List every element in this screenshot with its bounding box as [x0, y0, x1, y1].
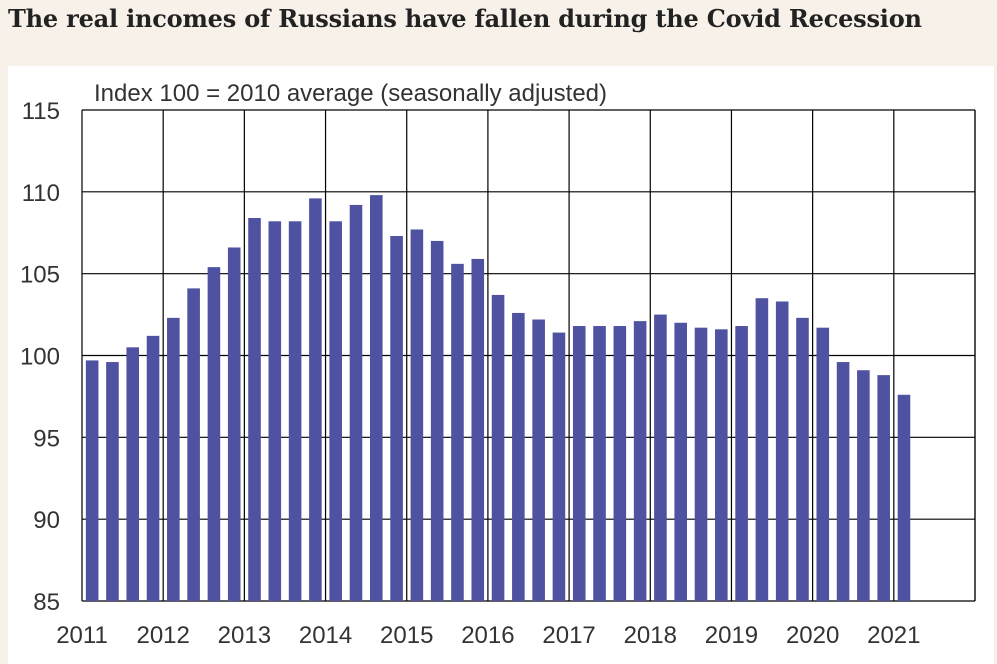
bar-2017-Q3 [613, 326, 627, 601]
bar-2012-Q1 [167, 317, 180, 601]
x-tick-label-2017: 2017 [542, 622, 595, 649]
bar-2015-Q1 [410, 229, 424, 601]
bar-2014-Q4 [390, 236, 403, 602]
bar-2013-Q2 [268, 221, 282, 601]
bar-2019-Q1 [735, 326, 748, 601]
bar-2021-Q1 [897, 394, 911, 601]
bar-2011-Q1 [85, 360, 99, 601]
bar-2017-Q2 [593, 326, 606, 601]
bar-2014-Q1 [329, 221, 342, 601]
chart-title: The real incomes of Russians have fallen… [8, 4, 922, 33]
bar-2016-Q1 [491, 294, 505, 601]
bar-2014-Q3 [369, 195, 383, 601]
bar-2013-Q4 [309, 198, 322, 601]
x-tick-label-2013: 2013 [218, 622, 271, 649]
bar-2018-Q1 [654, 314, 667, 601]
bar-2019-Q4 [796, 317, 809, 601]
bar-2017-Q1 [572, 326, 586, 601]
bar-2020-Q2 [836, 362, 850, 601]
y-tick-label-100: 100 [20, 344, 60, 371]
x-tick-label-2021: 2021 [867, 622, 920, 649]
x-tick-label-2020: 2020 [786, 622, 839, 649]
y-tick-label-85: 85 [33, 589, 60, 616]
bar-2018-Q4 [715, 329, 728, 601]
bar-2016-Q3 [532, 319, 545, 601]
bars [85, 195, 911, 602]
x-tick-label-2012: 2012 [136, 622, 189, 649]
x-tick-label-2018: 2018 [624, 622, 677, 649]
chart-panel: 115 110 105 100 95 90 85 2011 2012 2013 2014 2015 2… [8, 66, 994, 664]
bar-2018-Q3 [694, 327, 708, 601]
bar-2017-Q4 [633, 321, 647, 601]
bar-2020-Q1 [816, 327, 830, 601]
x-tick-label-2019: 2019 [705, 622, 758, 649]
x-tick-label-2014: 2014 [299, 622, 352, 649]
bar-2013-Q1 [248, 218, 261, 601]
bar-2013-Q3 [288, 221, 302, 601]
bar-2012-Q2 [187, 288, 200, 601]
bar-2020-Q4 [877, 375, 890, 601]
x-tick-label-2016: 2016 [461, 622, 514, 649]
bar-2011-Q3 [126, 347, 140, 601]
bar-2012-Q3 [207, 267, 221, 601]
x-axis-labels: 2011 2012 2013 2014 2015 2016 2017 2018 2019 2020… [56, 622, 920, 649]
bar-2011-Q4 [146, 335, 160, 601]
x-tick-label-2015: 2015 [380, 622, 433, 649]
y-tick-label-95: 95 [33, 425, 60, 452]
bar-2020-Q3 [857, 370, 870, 601]
chart-subtitle: Index 100 = 2010 average (seasonally adj… [94, 80, 607, 107]
bar-2016-Q4 [552, 332, 566, 601]
bar-2018-Q2 [674, 322, 688, 601]
y-tick-label-105: 105 [20, 262, 60, 289]
y-axis-labels: 115 110 105 100 95 90 85 [20, 98, 60, 616]
y-tick-label-110: 110 [22, 180, 60, 207]
bar-2016-Q2 [512, 312, 525, 601]
bar-2011-Q2 [106, 362, 119, 601]
bar-2015-Q3 [451, 263, 464, 601]
bar-2015-Q4 [471, 258, 485, 601]
x-tick-label-2011: 2011 [56, 622, 108, 649]
y-tick-label-90: 90 [33, 507, 60, 534]
bar-2015-Q2 [430, 240, 444, 601]
bar-2014-Q2 [349, 204, 363, 601]
bar-2019-Q2 [755, 298, 769, 601]
bar-2019-Q3 [775, 301, 789, 601]
bar-2012-Q4 [227, 247, 241, 602]
y-tick-label-115: 115 [22, 98, 60, 125]
